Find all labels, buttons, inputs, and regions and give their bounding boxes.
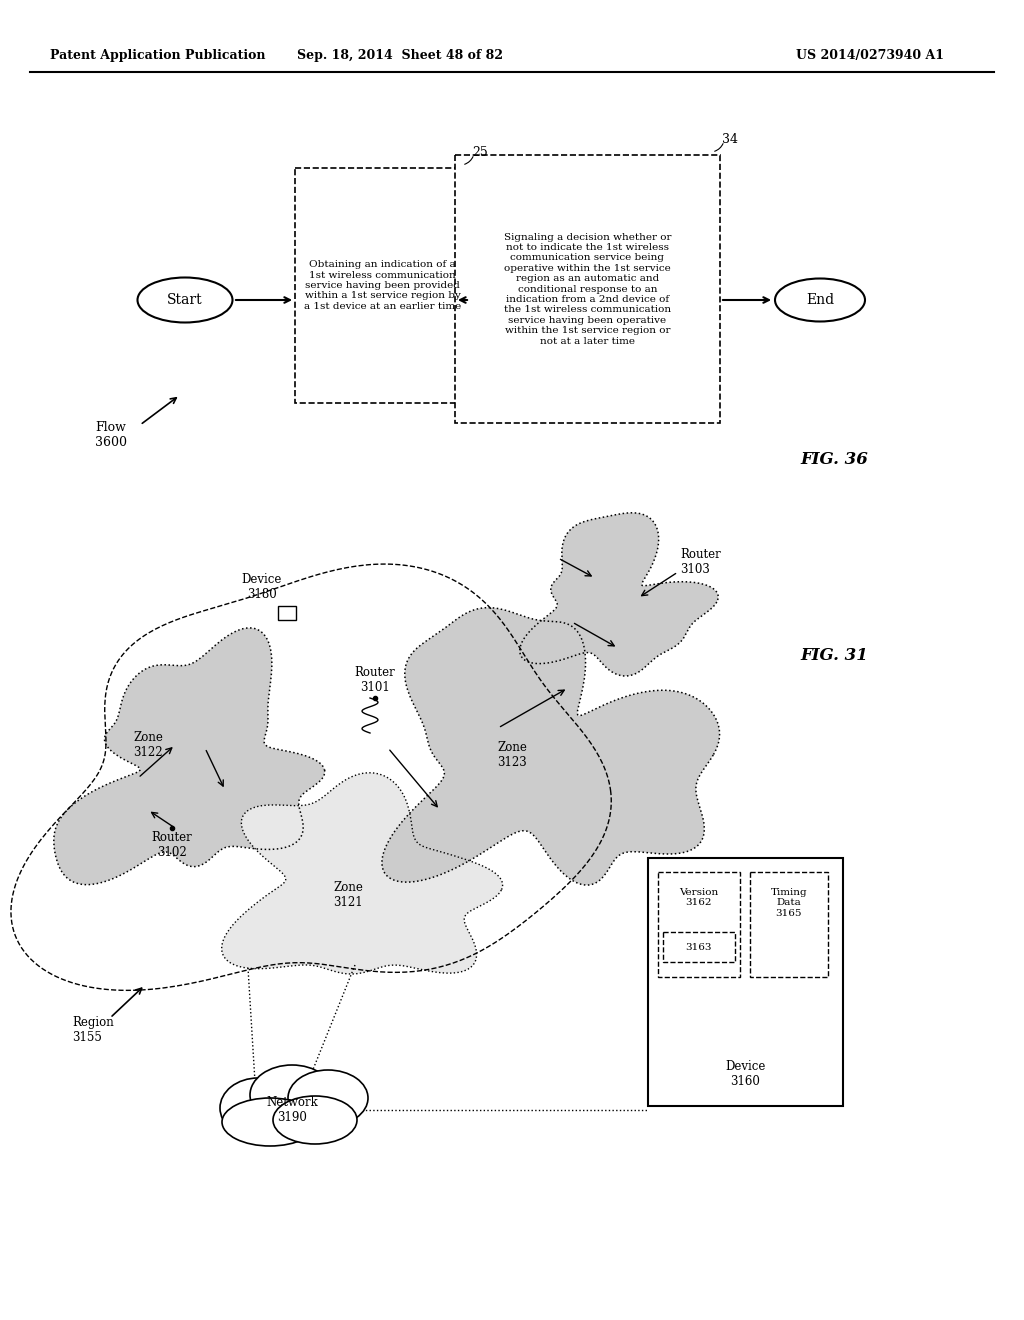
Text: Zone
3123: Zone 3123	[497, 741, 527, 770]
Polygon shape	[520, 512, 718, 676]
Ellipse shape	[250, 1065, 334, 1125]
Text: Signaling a decision whether or
not to indicate the 1st wireless
communication s: Signaling a decision whether or not to i…	[504, 232, 672, 346]
Text: Obtaining an indication of a
1st wireless communication
service having been prov: Obtaining an indication of a 1st wireles…	[304, 260, 461, 310]
Text: FIG. 36: FIG. 36	[800, 451, 868, 469]
FancyBboxPatch shape	[455, 154, 720, 422]
FancyBboxPatch shape	[278, 606, 296, 620]
FancyBboxPatch shape	[750, 873, 828, 977]
Text: Region
3155: Region 3155	[72, 1016, 114, 1044]
Polygon shape	[382, 607, 720, 886]
Text: FIG. 31: FIG. 31	[800, 647, 868, 664]
Ellipse shape	[222, 1098, 318, 1146]
Ellipse shape	[273, 1096, 357, 1144]
Text: End: End	[806, 293, 835, 308]
Ellipse shape	[288, 1071, 368, 1126]
Polygon shape	[222, 772, 503, 974]
Text: Network
3190: Network 3190	[266, 1096, 317, 1125]
Text: Zone
3122: Zone 3122	[133, 731, 163, 759]
Text: Start: Start	[167, 293, 203, 308]
FancyBboxPatch shape	[295, 168, 470, 403]
Text: Patent Application Publication: Patent Application Publication	[50, 49, 265, 62]
Text: 25: 25	[472, 147, 487, 158]
Text: Router
3101: Router 3101	[354, 667, 395, 694]
Ellipse shape	[220, 1078, 296, 1138]
Ellipse shape	[137, 277, 232, 322]
FancyBboxPatch shape	[658, 873, 740, 977]
Text: US 2014/0273940 A1: US 2014/0273940 A1	[796, 49, 944, 62]
Text: Timing
Data
3165: Timing Data 3165	[771, 888, 807, 917]
Text: Version
3162: Version 3162	[679, 888, 719, 907]
Polygon shape	[54, 628, 325, 884]
Text: Sep. 18, 2014  Sheet 48 of 82: Sep. 18, 2014 Sheet 48 of 82	[297, 49, 503, 62]
Text: Router
3102: Router 3102	[152, 832, 193, 859]
Text: 34: 34	[722, 133, 738, 147]
FancyBboxPatch shape	[648, 858, 843, 1106]
Text: Router
3103: Router 3103	[680, 548, 721, 576]
Text: Device
3160: Device 3160	[725, 1060, 766, 1088]
Text: Device
3180: Device 3180	[242, 573, 283, 601]
Text: Zone
3121: Zone 3121	[333, 880, 362, 909]
Text: 3163: 3163	[686, 942, 713, 952]
FancyBboxPatch shape	[663, 932, 735, 962]
Text: Flow
3600: Flow 3600	[95, 421, 127, 449]
Ellipse shape	[775, 279, 865, 322]
